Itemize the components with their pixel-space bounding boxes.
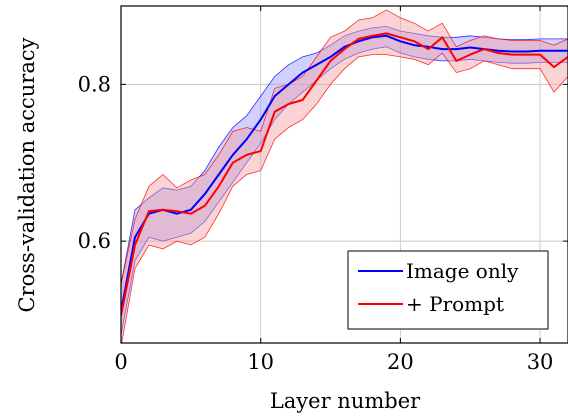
band-upper-edge-0 <box>121 25 568 285</box>
x-axis-title: Layer number <box>270 389 421 413</box>
y-axis-title: Cross-validation accuracy <box>15 37 39 312</box>
legend-label: + Prompt <box>406 292 504 316</box>
x-tick-labels: 0 10 20 30 <box>114 350 553 374</box>
confidence-bands <box>121 9 568 343</box>
y-tick-labels: 0.6 0.8 <box>78 72 111 253</box>
legend-label: Image only <box>406 259 519 283</box>
confidence-band-0 <box>121 26 568 336</box>
series-lines <box>121 32 568 316</box>
confidence-band-1 <box>121 9 568 343</box>
series-line-0 <box>121 34 568 312</box>
x-tick-label: 10 <box>247 350 274 374</box>
band-upper-edge-1 <box>121 9 568 285</box>
x-tick-label: 20 <box>387 350 414 374</box>
y-tick-label: 0.6 <box>78 229 111 253</box>
band-lower-edge-1 <box>121 52 568 343</box>
x-tick-label: 0 <box>114 350 127 374</box>
y-tick-label: 0.8 <box>78 72 111 96</box>
legend: Image only + Prompt <box>347 250 549 330</box>
band-lower-edge-0 <box>121 46 568 336</box>
series-line-1 <box>121 32 568 316</box>
legend-box <box>347 250 549 330</box>
x-tick-label: 30 <box>527 350 554 374</box>
plot-frame <box>120 5 568 344</box>
ticks <box>120 6 568 343</box>
